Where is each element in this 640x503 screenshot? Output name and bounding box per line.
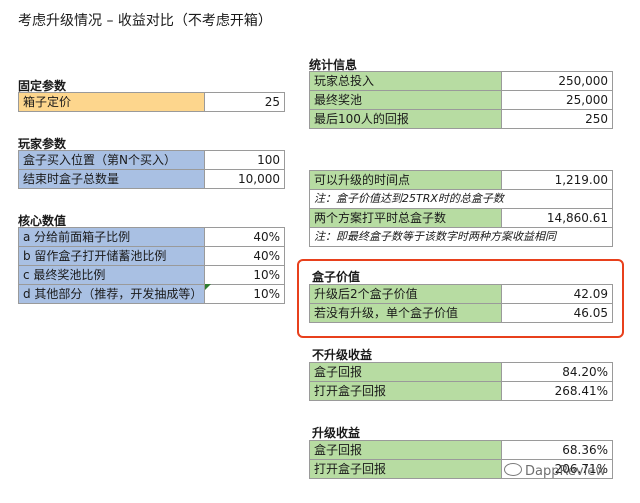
stat-label: 最后100人的回报	[309, 109, 502, 129]
box-value-heading: 盒子价值	[312, 270, 361, 284]
return-value[interactable]: 84.20%	[501, 362, 613, 382]
table-row: b 留作盒子打开储蓄池比例 40%	[18, 246, 285, 266]
param-label: c 最终奖池比例	[18, 265, 205, 285]
box-value-value[interactable]: 46.05	[501, 303, 613, 323]
box-value-table: 升级后2个盒子价值 42.09 若没有升级，单个盒子价值 46.05	[309, 284, 613, 323]
param-label: 箱子定价	[18, 92, 205, 112]
param-label: 结束时盒子总数量	[18, 169, 205, 189]
table-row: 打开盒子回报 268.41%	[309, 381, 613, 401]
table-row: c 最终奖池比例 10%	[18, 265, 285, 285]
box-value-value[interactable]: 42.09	[501, 284, 613, 304]
wechat-icon	[504, 463, 522, 476]
upgrade-time-table: 可以升级的时间点 1,219.00 注：盒子价值达到25TRX时的总盒子数 两个…	[309, 170, 613, 247]
return-label: 盒子回报	[309, 362, 502, 382]
table-row: 若没有升级，单个盒子价值 46.05	[309, 303, 613, 323]
param-value[interactable]: 40%	[204, 246, 285, 266]
param-value[interactable]: 100	[204, 150, 285, 170]
table-row: 最终奖池 25,000	[309, 90, 613, 110]
core-values-heading: 核心数值	[18, 214, 67, 228]
breakeven-value[interactable]: 14,860.61	[501, 208, 613, 228]
upgrade-time-label: 可以升级的时间点	[309, 170, 502, 190]
highlight-box	[297, 259, 624, 338]
player-params-heading: 玩家参数	[18, 137, 67, 151]
table-row: 最后100人的回报 250	[309, 109, 613, 129]
player-params-table: 盒子买入位置（第N个买入） 100 结束时盒子总数量 10,000	[18, 150, 285, 189]
table-row: 结束时盒子总数量 10,000	[18, 169, 285, 189]
stat-value[interactable]: 25,000	[501, 90, 613, 110]
stats-table: 玩家总投入 250,000 最终奖池 25,000 最后100人的回报 250	[309, 71, 613, 129]
comment-marker-icon	[205, 284, 211, 290]
table-row: 盒子买入位置（第N个买入） 100	[18, 150, 285, 170]
page-title: 考虑升级情况 – 收益对比（不考虑开箱）	[18, 13, 272, 29]
no-upgrade-return-table: 盒子回报 84.20% 打开盒子回报 268.41%	[309, 362, 613, 401]
upgrade-time-value[interactable]: 1,219.00	[501, 170, 613, 190]
upgrade-return-heading: 升级收益	[312, 426, 361, 440]
return-label: 打开盒子回报	[309, 381, 502, 401]
param-label: d 其他部分（推荐，开发抽成等）	[18, 284, 205, 304]
return-label: 盒子回报	[309, 440, 502, 460]
box-value-label: 升级后2个盒子价值	[309, 284, 502, 304]
table-row: 箱子定价 25	[18, 92, 285, 112]
box-value-label: 若没有升级，单个盒子价值	[309, 303, 502, 323]
table-row: 可以升级的时间点 1,219.00	[309, 170, 613, 190]
note-text: 注：即最终盒子数等于该数字时两种方案收益相同	[309, 227, 613, 247]
core-values-table: a 分给前面箱子比例 40% b 留作盒子打开储蓄池比例 40% c 最终奖池比…	[18, 227, 285, 304]
param-value[interactable]: 10,000	[204, 169, 285, 189]
param-value[interactable]: 25	[204, 92, 285, 112]
table-row: d 其他部分（推荐，开发抽成等） 10%	[18, 284, 285, 304]
fixed-params-table: 箱子定价 25	[18, 92, 285, 112]
table-row: 两个方案打平时总盒子数 14,860.61	[309, 208, 613, 228]
watermark: DappReview	[504, 463, 606, 479]
stats-heading: 统计信息	[309, 58, 358, 72]
stat-value[interactable]: 250	[501, 109, 613, 129]
note-text: 注：盒子价值达到25TRX时的总盒子数	[309, 189, 613, 209]
table-row: a 分给前面箱子比例 40%	[18, 227, 285, 247]
stat-label: 玩家总投入	[309, 71, 502, 91]
stat-value[interactable]: 250,000	[501, 71, 613, 91]
table-row: 盒子回报 84.20%	[309, 362, 613, 382]
fixed-params-heading: 固定参数	[18, 79, 67, 93]
param-value[interactable]: 10%	[204, 284, 285, 304]
return-value[interactable]: 206.71%	[501, 459, 613, 479]
param-value[interactable]: 40%	[204, 227, 285, 247]
breakeven-label: 两个方案打平时总盒子数	[309, 208, 502, 228]
table-row: 打开盒子回报 206.71%	[309, 459, 613, 479]
table-row: 玩家总投入 250,000	[309, 71, 613, 91]
return-value[interactable]: 268.41%	[501, 381, 613, 401]
param-label: 盒子买入位置（第N个买入）	[18, 150, 205, 170]
table-row: 注：盒子价值达到25TRX时的总盒子数	[309, 189, 613, 209]
return-label: 打开盒子回报	[309, 459, 502, 479]
no-upgrade-return-heading: 不升级收益	[312, 348, 373, 362]
return-value[interactable]: 68.36%	[501, 440, 613, 460]
upgrade-return-table: 盒子回报 68.36% 打开盒子回报 206.71%	[309, 440, 613, 479]
table-row: 盒子回报 68.36%	[309, 440, 613, 460]
param-value[interactable]: 10%	[204, 265, 285, 285]
param-label: b 留作盒子打开储蓄池比例	[18, 246, 205, 266]
table-row: 注：即最终盒子数等于该数字时两种方案收益相同	[309, 227, 613, 247]
param-label: a 分给前面箱子比例	[18, 227, 205, 247]
stat-label: 最终奖池	[309, 90, 502, 110]
watermark-text: DappReview	[525, 464, 606, 479]
table-row: 升级后2个盒子价值 42.09	[309, 284, 613, 304]
